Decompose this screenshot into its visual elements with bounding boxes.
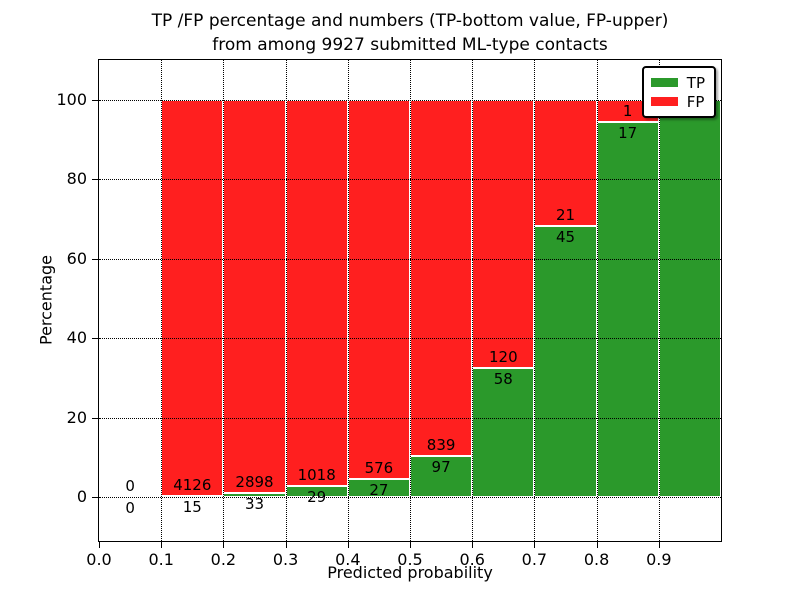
chart-title: TP /FP percentage and numbers (TP-bottom… bbox=[152, 9, 669, 57]
x-tick bbox=[534, 542, 536, 548]
legend-label-tp: TP bbox=[686, 73, 705, 92]
x-tick bbox=[658, 542, 660, 548]
grid-line-vertical bbox=[285, 60, 287, 541]
x-tick bbox=[223, 542, 225, 548]
x-tick-label: 0.8 bbox=[583, 550, 610, 569]
fp-count-label: 2898 bbox=[235, 472, 274, 491]
y-tick-label: 60 bbox=[66, 248, 87, 268]
legend-entry-fp: FP bbox=[650, 92, 705, 111]
fp-count-label: 0 bbox=[125, 477, 135, 496]
x-tick bbox=[99, 542, 100, 548]
tp-count-label: 29 bbox=[307, 488, 327, 507]
bar-fp-segment bbox=[347, 99, 410, 480]
x-tick bbox=[596, 542, 598, 548]
tp-count-label: 27 bbox=[369, 481, 389, 500]
bar-fp-segment bbox=[285, 99, 348, 487]
legend-swatch-tp-icon bbox=[650, 78, 678, 87]
x-tick-label: 0.2 bbox=[210, 550, 237, 569]
legend-label-fp: FP bbox=[686, 92, 705, 111]
grid-line-vertical bbox=[410, 60, 411, 541]
fp-count-label: 839 bbox=[426, 436, 456, 455]
chart-title-line1: TP /FP percentage and numbers (TP-bottom… bbox=[151, 11, 669, 31]
grid-line-vertical bbox=[596, 60, 598, 541]
tp-count-label: 45 bbox=[555, 228, 576, 247]
tp-count-label: 17 bbox=[618, 123, 638, 142]
y-tick-label: 80 bbox=[66, 169, 87, 189]
x-tick-label: 0.4 bbox=[335, 550, 361, 569]
y-tick bbox=[92, 99, 98, 101]
tp-count-label: 97 bbox=[431, 458, 451, 477]
legend-entry-tp: TP bbox=[650, 73, 705, 92]
x-tick-label: 0.6 bbox=[459, 550, 485, 569]
bar-tp-segment bbox=[596, 121, 659, 498]
y-tick bbox=[92, 179, 98, 181]
x-axis-title: Predicted probability bbox=[327, 563, 493, 582]
grid-line-vertical bbox=[534, 60, 536, 541]
fp-count-label: 21 bbox=[555, 206, 576, 225]
fp-count-label: 1 bbox=[622, 101, 633, 120]
x-tick-label: 0.1 bbox=[148, 550, 174, 569]
y-tick bbox=[92, 417, 98, 419]
y-tick-label: 0 bbox=[76, 487, 87, 507]
bar-fp-segment bbox=[472, 99, 535, 368]
grid-line-vertical bbox=[161, 60, 163, 541]
bar-tp-segment bbox=[534, 226, 597, 498]
grid-line-vertical bbox=[472, 60, 474, 541]
x-tick-label: 0.3 bbox=[272, 550, 299, 569]
y-tick bbox=[92, 497, 98, 499]
x-tick bbox=[410, 542, 411, 548]
bar-tp-segment bbox=[410, 456, 473, 498]
tp-count-label: 58 bbox=[493, 369, 513, 388]
fp-count-label: 4126 bbox=[173, 475, 212, 494]
y-tick-label: 20 bbox=[66, 407, 87, 427]
fp-count-label: 1018 bbox=[297, 466, 336, 485]
legend-swatch-fp-icon bbox=[650, 97, 678, 106]
tp-count-label: 33 bbox=[244, 494, 265, 513]
tp-count-label: 0 bbox=[125, 499, 135, 518]
x-tick bbox=[285, 542, 287, 548]
x-tick-label: 0.9 bbox=[646, 550, 672, 569]
y-tick-label: 40 bbox=[66, 328, 87, 348]
x-tick-label: 0.5 bbox=[397, 550, 423, 569]
x-tick bbox=[161, 542, 163, 548]
x-tick bbox=[472, 542, 474, 548]
bar-fp-segment bbox=[534, 99, 597, 227]
plot-area: TP FP 0 0 4126 15 2898 33 1018 29 576 27 839 97 120 5… bbox=[56, 59, 722, 569]
chart-title-line2: from among 9927 submitted ML-type contac… bbox=[212, 35, 608, 55]
grid-line-vertical bbox=[223, 60, 225, 541]
grid-line-vertical bbox=[658, 60, 660, 541]
bar-fp-segment bbox=[410, 99, 473, 457]
x-tick-label: 0.0 bbox=[86, 550, 112, 569]
bar-fp-segment bbox=[161, 99, 224, 496]
fp-count-label: 120 bbox=[488, 347, 518, 366]
grid-line-vertical bbox=[347, 60, 349, 541]
y-tick-label: 100 bbox=[56, 89, 87, 109]
fp-count-label: 576 bbox=[364, 459, 394, 478]
bar-fp-segment bbox=[223, 99, 286, 493]
y-tick bbox=[92, 258, 98, 260]
x-tick-label: 0.7 bbox=[521, 550, 548, 569]
tp-count-label: 15 bbox=[182, 497, 202, 516]
bar-tp-segment bbox=[658, 99, 721, 498]
legend: TP FP bbox=[641, 66, 716, 118]
x-tick bbox=[347, 542, 349, 548]
y-tick bbox=[92, 338, 98, 340]
